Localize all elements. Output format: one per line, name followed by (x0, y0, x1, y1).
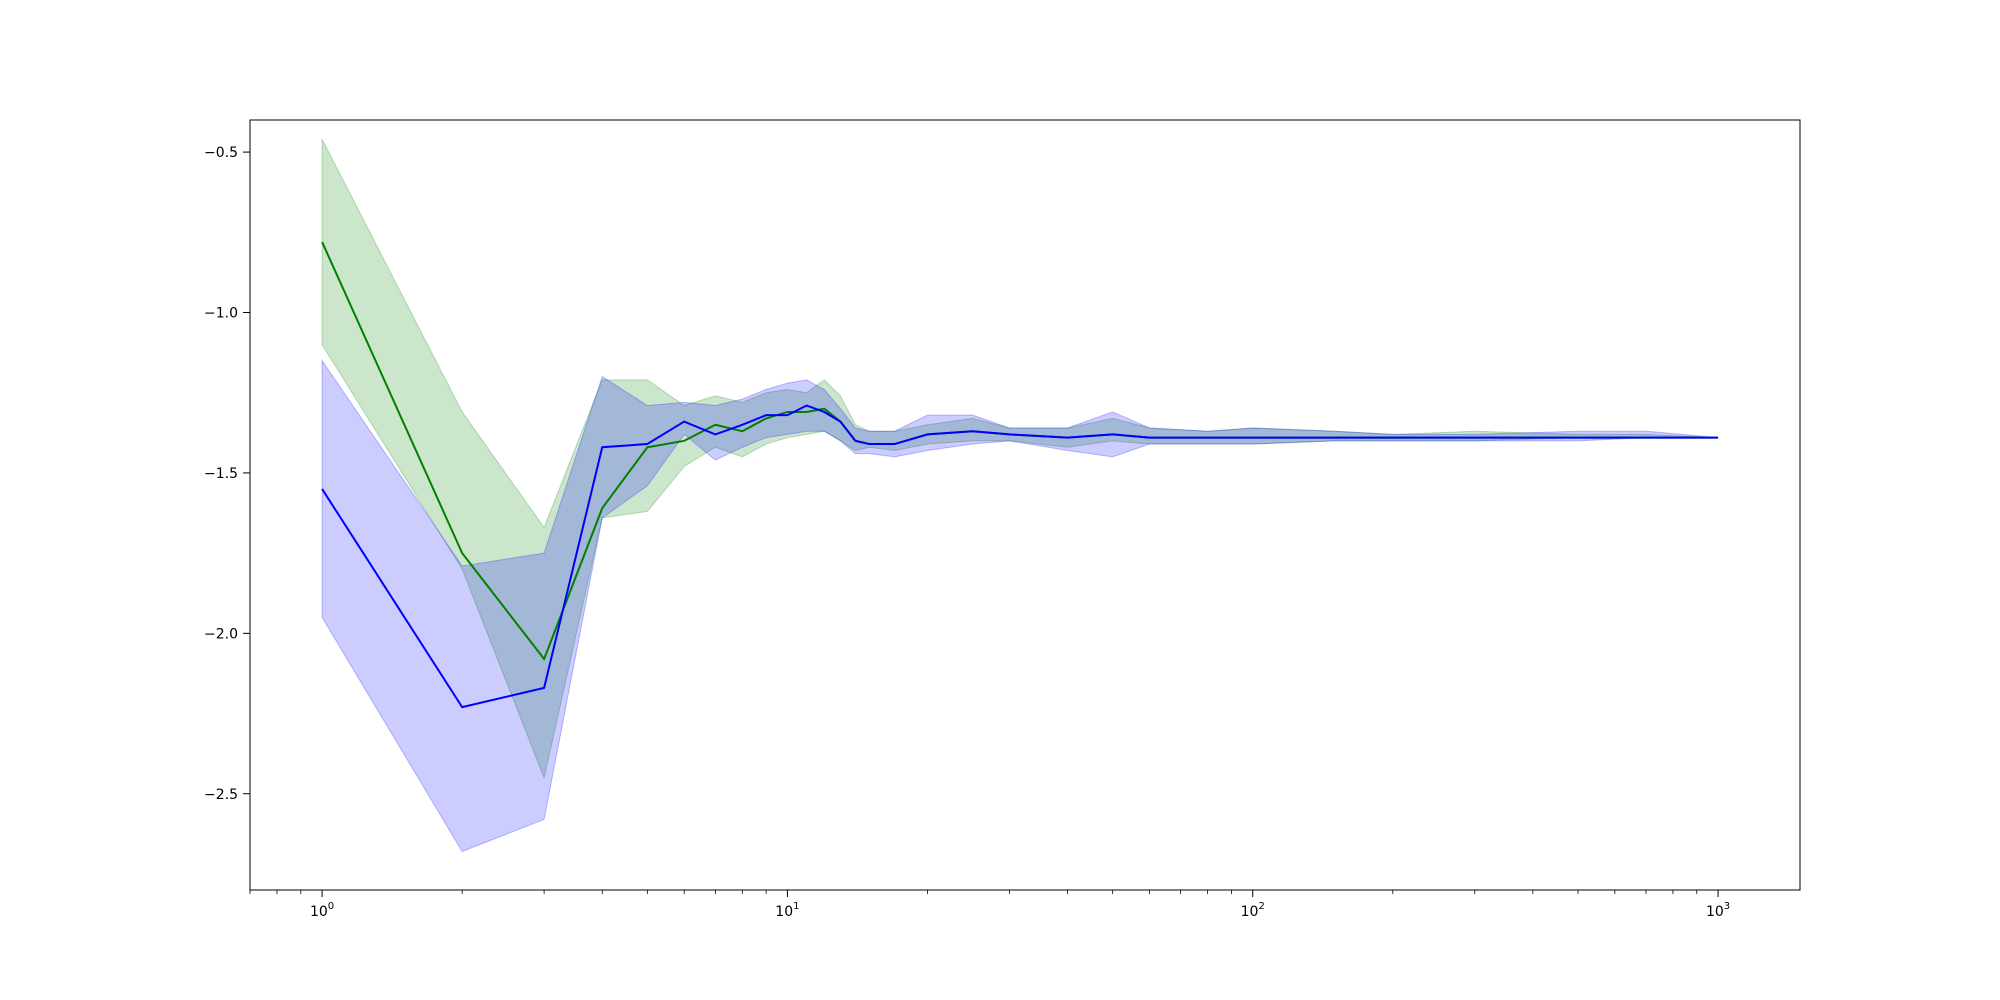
plot-frame (249, 119, 1801, 891)
y-tick-label: −2.5 (204, 787, 238, 803)
y-tick-label: −1.0 (204, 306, 238, 322)
x-tick-label: 101 (775, 901, 799, 920)
y-tick-label: −0.5 (204, 145, 238, 161)
y-axis: −0.5 −1.0 −1.5 −2.0 −2.5 (204, 145, 250, 803)
x-tick-label: 100 (310, 901, 334, 920)
y-tick-label: −1.5 (204, 466, 238, 482)
x-axis: 100 101 102 103 (249, 890, 1730, 920)
y-tick-label: −2.0 (204, 626, 238, 642)
series-lines (321, 241, 1719, 709)
x-tick-label: 103 (1706, 901, 1730, 920)
x-tick-label: 102 (1241, 901, 1265, 920)
line-series-2 (321, 404, 1719, 709)
